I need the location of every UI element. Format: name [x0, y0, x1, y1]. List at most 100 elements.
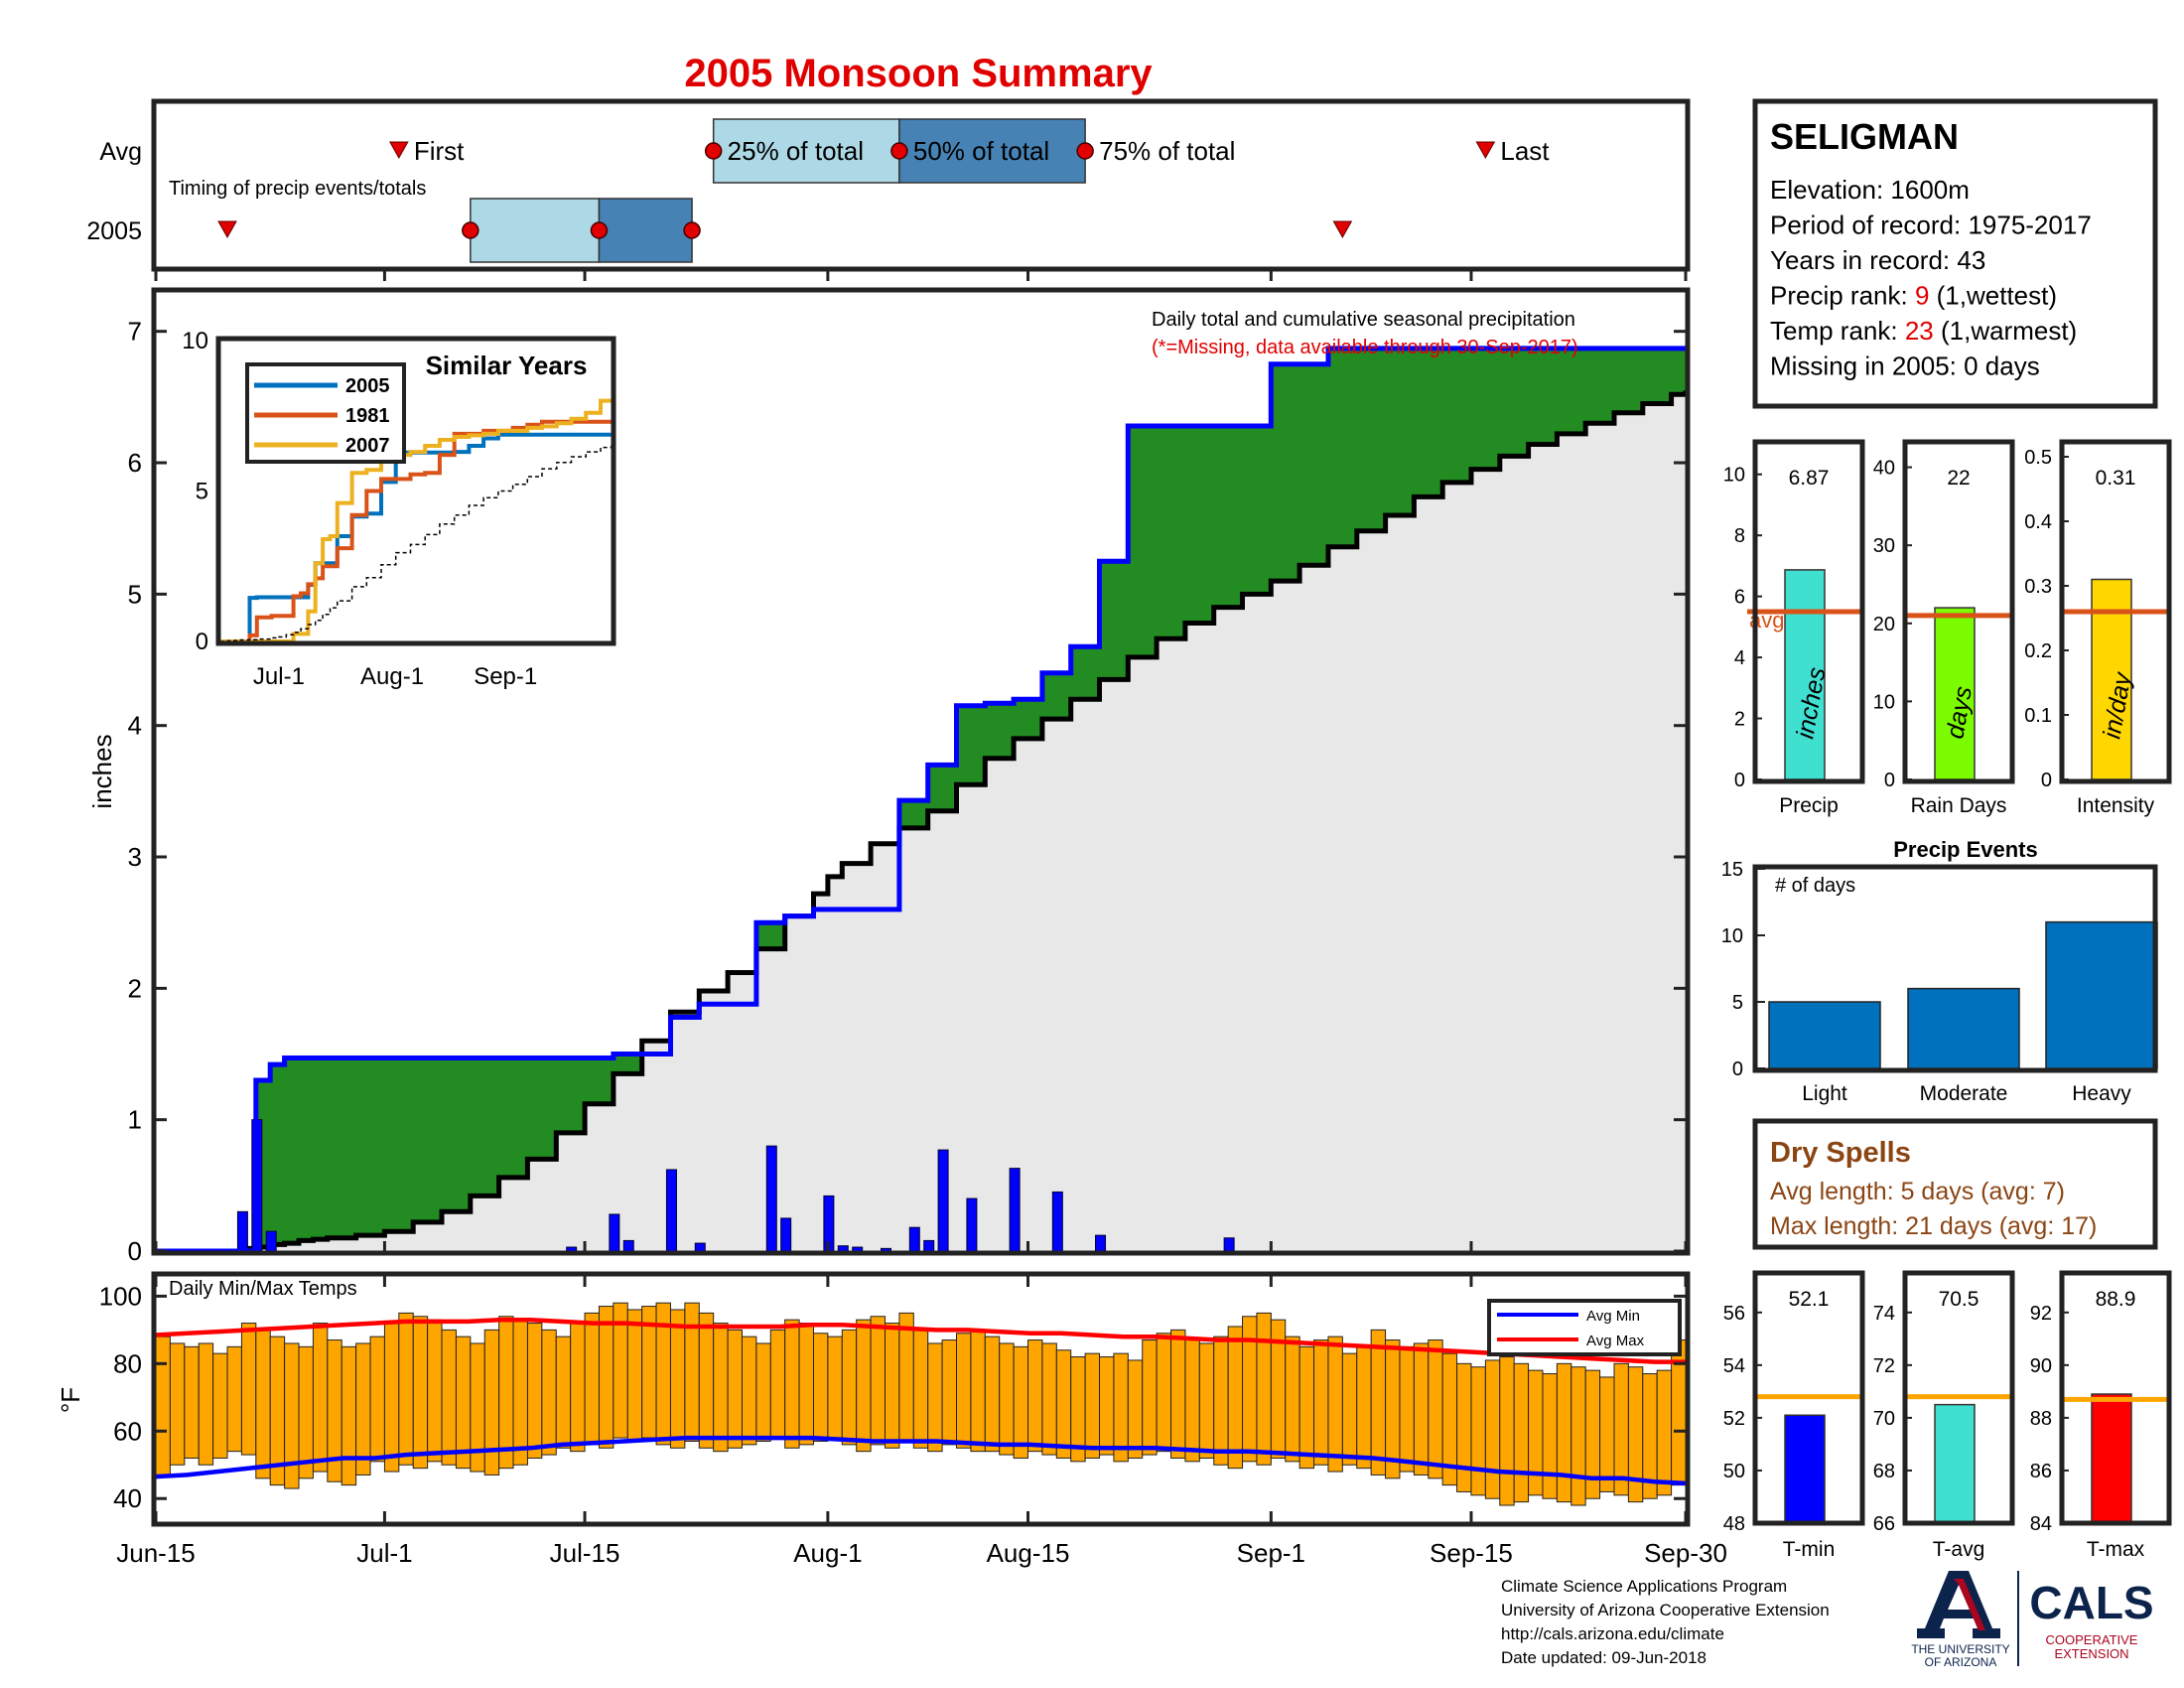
avg-first-label: First [414, 136, 465, 166]
daily-precip-bar [837, 1245, 849, 1252]
daily-temp-range-bar [255, 1329, 271, 1479]
daily-temp-range-bar [784, 1319, 800, 1449]
footer-line-url: http://cals.arizona.edu/climate [1501, 1624, 1724, 1643]
avg-min-line [155, 1435, 1687, 1486]
precip-y-tick-label: 0 [128, 1236, 142, 1266]
daily-temp-range-bar [1298, 1345, 1315, 1470]
daily-temp-range-bar [727, 1329, 743, 1449]
temperature-chart-label: Daily Min/Max Temps [169, 1278, 357, 1300]
footer-credits: Climate Science Applications Program Uni… [1501, 1575, 1830, 1670]
daily-precip-bar [765, 1145, 777, 1252]
precip-y-axis-label: inches [87, 734, 117, 808]
daily-temp-range-bar [598, 1306, 614, 1449]
summary-y-tick-label: 0 [2041, 770, 2052, 791]
daily-temp-range-bar [1341, 1352, 1358, 1466]
daily-temp-range-bar [669, 1309, 686, 1449]
year-50-75-box [598, 198, 693, 263]
precip-y-tick-label: 1 [128, 1105, 142, 1135]
precip-events-y-tick-label: 10 [1721, 925, 1743, 947]
date-tick-label: Sep-15 [1430, 1538, 1513, 1568]
temp-summary-bar [2091, 1393, 2132, 1524]
precip-y-tick-label: 4 [128, 711, 142, 741]
temp-summary-y-tick-label: 52 [1723, 1408, 1745, 1430]
daily-temp-range-bar [1227, 1326, 1244, 1470]
daily-temp-range-bar [1499, 1356, 1515, 1506]
station-detail-line: Years in record: 43 [1770, 245, 1985, 275]
daily-temp-range-bar [856, 1319, 872, 1453]
precip-y-axis: 0 1 2 3 4 5 6 7 [128, 317, 1686, 1266]
avg-75pct-label: 75% of total [1099, 136, 1235, 166]
station-detail-line: Missing in 2005: 0 days [1770, 352, 2040, 381]
daily-temp-range-bar [1256, 1312, 1272, 1466]
station-name: SELIGMAN [1770, 116, 1959, 157]
date-tick-label: Sep-1 [1237, 1538, 1305, 1568]
summary-y-tick-label: 0.4 [2024, 511, 2052, 533]
summary-y-tick-label: 0 [1734, 770, 1745, 791]
station-detail-label: Years in record: [1770, 245, 1957, 275]
daily-temp-range-bar [1198, 1342, 1215, 1459]
precip-y-tick-label: 5 [128, 579, 142, 609]
daily-temp-range-bar [870, 1316, 886, 1446]
temperature-summary-bars: 52.1 T-min 48 50 52 54 56 70.5 T-avg 66 68 70 72 74 88… [1723, 1270, 2172, 1561]
daily-temp-range-bar [1184, 1339, 1200, 1463]
timing-avg-labels: First 25% of total 50% of total 75% of t… [414, 136, 1550, 166]
temperature-y-axis-label: °F [56, 1387, 85, 1413]
daily-temp-range-bar [1213, 1336, 1229, 1466]
daily-precip-bar [908, 1226, 920, 1252]
daily-temp-range-bar [383, 1323, 400, 1473]
timing-panel-frame [151, 98, 1691, 272]
inset-axes: 0 5 10 Jul-1 Aug-1 Sep-1 [182, 328, 537, 690]
daily-temp-range-bar [1528, 1369, 1544, 1496]
station-box-frame [1752, 98, 2158, 409]
daily-temp-range-bar [1484, 1359, 1501, 1499]
precip-y-tick-label: 6 [128, 448, 142, 478]
temp-summary-y-tick-label: 72 [1873, 1355, 1895, 1377]
summary-label: Precip [1779, 794, 1839, 817]
summary-y-tick-label: 4 [1734, 647, 1745, 669]
similar-years-inset: Similar Years 2005 1981 2007 0 5 10 Jul-1 Aug-… [182, 328, 616, 690]
daily-temp-range-bar [1599, 1376, 1615, 1492]
avg-50pct-marker [890, 142, 908, 160]
daily-temp-range-bar [1399, 1345, 1415, 1473]
precip-events-y-tick-label: 5 [1732, 992, 1743, 1014]
legend-avg-max-label: Avg Max [1586, 1333, 1645, 1349]
precip-events-title: Precip Events [1893, 837, 2038, 862]
summary-y-tick-label: 10 [1873, 691, 1895, 713]
daily-temp-range-bar [169, 1342, 186, 1466]
avg-max-line [155, 1317, 1686, 1364]
daily-temp-range-bar [198, 1342, 214, 1466]
daily-temp-range-bar [927, 1342, 943, 1453]
station-detail-label: Temp rank: [1770, 316, 1905, 346]
logo-university-line2: OF ARIZONA [1925, 1655, 1997, 1669]
summary-label: Rain Days [1911, 794, 2007, 817]
inset-title: Similar Years [426, 351, 588, 380]
daily-temp-range-bar [1413, 1342, 1430, 1476]
temp-summary-y-tick-label: 68 [1873, 1461, 1895, 1482]
precip-event-category: Light [1802, 1082, 1847, 1105]
logo-university-line1: THE UNIVERSITY [1911, 1642, 2009, 1656]
dry-spells-avg-length: Avg length: 5 days (avg: 7) [1770, 1178, 2065, 1205]
summary-y-tick-label: 10 [1723, 465, 1745, 487]
dry-spells-max-length: Max length: 21 days (avg: 17) [1770, 1212, 2097, 1240]
summary-y-tick-label: 8 [1734, 525, 1745, 547]
daily-precip-bar [694, 1242, 706, 1252]
date-tick-label: Jun-15 [116, 1538, 196, 1568]
daily-precip-bar [923, 1239, 935, 1252]
station-detail-suffix: (1,wettest) [1929, 281, 2057, 311]
daily-temp-range-bar [455, 1336, 472, 1470]
station-detail-value: 0 days [1964, 352, 2040, 381]
inset-legend: 2005 1981 2007 [254, 375, 390, 457]
temperature-y-axis: 40 60 80 100 [99, 1281, 1686, 1513]
inset-x-tick-label: Jul-1 [253, 663, 305, 690]
precip-event-category: Heavy [2072, 1082, 2131, 1105]
temperature-legend-box [1487, 1299, 1682, 1356]
station-detail-label: Precip rank: [1770, 281, 1915, 311]
temp-y-tick-label: 40 [113, 1483, 142, 1513]
summary-value: 22 [1947, 467, 1970, 490]
daily-temp-range-bar [1127, 1359, 1144, 1459]
precip-events-frame [1752, 864, 2158, 1073]
temperature-chart: 40 60 80 100 Daily Min/Max Temps °F Avg Min… [56, 1271, 1691, 1527]
daily-temp-range-bar [369, 1336, 385, 1463]
